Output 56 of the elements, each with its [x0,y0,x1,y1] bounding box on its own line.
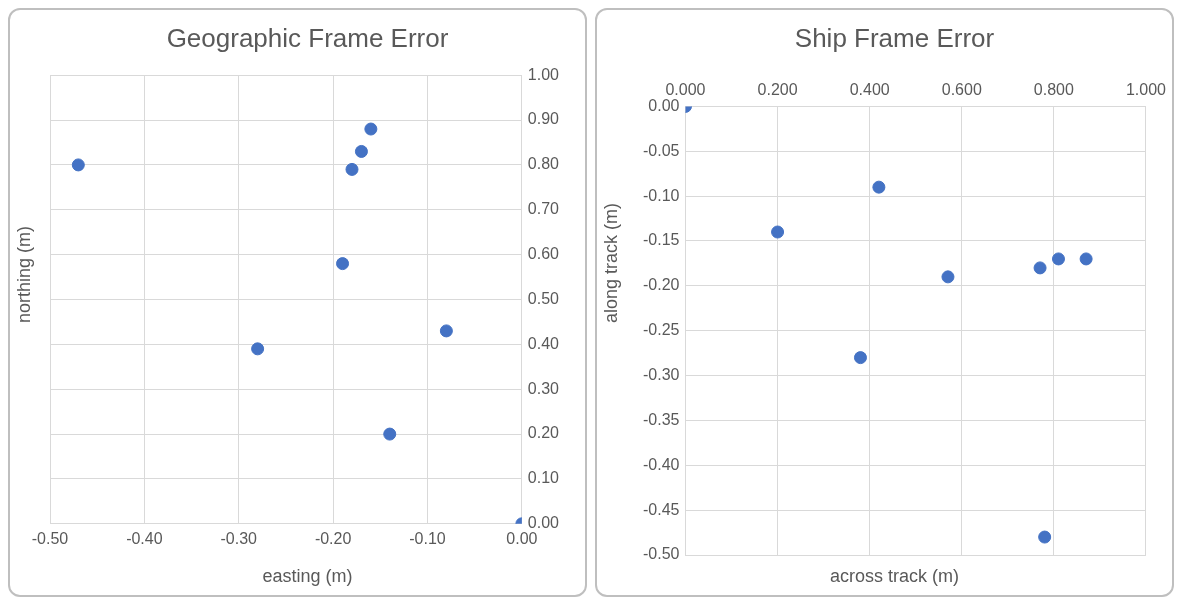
x-tick-label: 0.00 [506,529,538,547]
point [853,351,867,365]
y-tick-label: -0.25 [643,321,680,339]
point [383,427,397,441]
x-tick-label: -0.20 [314,529,352,547]
point [872,180,886,194]
x-tick-label: 0.400 [849,81,890,99]
y-tick-label: 0.20 [527,424,560,442]
point [941,270,955,284]
chart-title: Ship Frame Error [794,22,995,53]
x-tick-label: 0.000 [665,81,706,99]
y-tick-label: 0.30 [527,379,560,397]
point [1051,252,1065,266]
y-axis-title: northing (m) [13,225,35,323]
y-tick-label: -0.30 [643,365,680,383]
x-tick-label: -0.40 [126,529,163,547]
point [345,162,359,176]
x-tick-label: -0.30 [220,529,258,547]
y-axis-title: along track (m) [600,202,622,323]
y-tick-label: 0.50 [527,289,560,307]
y-tick-label: 0.10 [527,469,560,487]
point [336,257,350,271]
x-axis-title: easting (m) [261,566,354,587]
x-tick-label: 0.800 [1033,81,1074,99]
y-tick-label: 0.00 [648,96,680,114]
x-tick-label: 0.600 [941,81,982,99]
y-tick-label: -0.15 [643,231,680,249]
point [1079,252,1093,266]
point [354,144,368,158]
y-tick-label: 0.00 [527,514,560,532]
point [364,122,378,136]
y-tick-label: -0.10 [643,186,680,204]
x-axis-title: across track (m) [829,566,960,587]
x-tick-label: -0.50 [31,529,69,547]
y-tick-label: -0.50 [643,545,680,563]
x-tick-label: 0.200 [757,81,798,99]
point [439,324,453,338]
y-tick-label: 0.70 [527,200,560,218]
y-tick-label: 0.40 [527,334,560,352]
point [251,342,265,356]
chart-title: Geographic Frame Error [166,22,449,53]
point [1033,261,1047,275]
y-tick-label: -0.40 [643,455,680,473]
point [1038,530,1052,544]
y-tick-label: 1.00 [527,65,560,83]
y-tick-label: -0.45 [643,500,680,518]
y-tick-label: -0.20 [643,276,680,294]
x-tick-label: 1.000 [1125,81,1167,99]
y-tick-label: -0.05 [643,141,680,159]
point [71,158,85,172]
y-tick-label: 0.60 [527,245,560,263]
point [771,225,785,239]
x-tick-label: -0.10 [409,529,446,547]
y-tick-label: 0.80 [527,155,560,173]
y-tick-label: 0.90 [527,110,560,128]
y-tick-label: -0.35 [643,410,680,428]
